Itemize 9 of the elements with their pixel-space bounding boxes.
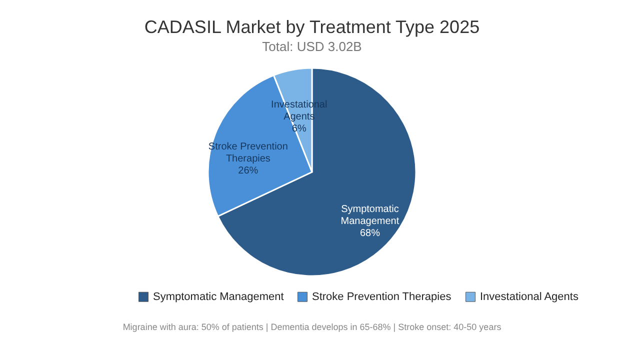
slice-label: Symptomatic Management xyxy=(340,204,400,227)
data-label: 68% xyxy=(360,228,380,239)
legend-label: Investational Agents xyxy=(480,290,579,303)
text: Migraine with aura: 50% of patients | Dementia develops in 65-68% | Stroke onset: 40-50 years xyxy=(122,322,502,332)
chart-subtitle: Total: USD 3.02B xyxy=(262,39,362,54)
legend-label: Symptomatic Management xyxy=(153,290,284,303)
chart-title: CADASIL Market by Treatment Type 2025 xyxy=(144,17,480,37)
legend-label: Stroke Prevention Therapies xyxy=(312,290,452,303)
data-label: 26% xyxy=(238,166,258,177)
